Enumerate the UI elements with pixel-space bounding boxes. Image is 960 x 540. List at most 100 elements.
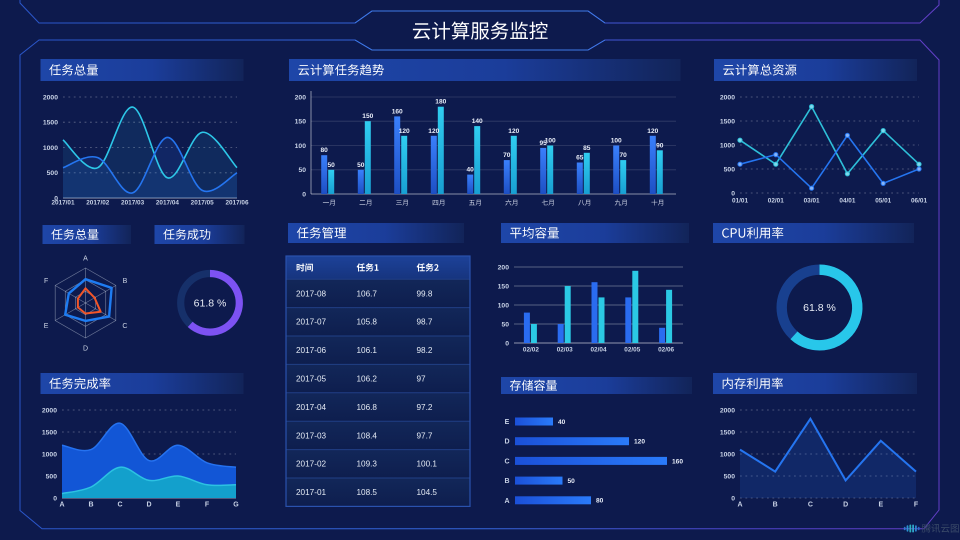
svg-text:150: 150	[362, 113, 373, 120]
svg-text:2017/03: 2017/03	[121, 200, 145, 207]
svg-text:104.5: 104.5	[417, 488, 438, 497]
svg-text:F: F	[914, 502, 919, 509]
svg-text:0: 0	[731, 495, 735, 502]
svg-text:500: 500	[46, 473, 58, 480]
svg-text:03/01: 03/01	[804, 198, 820, 205]
svg-text:97.7: 97.7	[417, 431, 433, 440]
svg-text:2017-07: 2017-07	[296, 318, 326, 327]
svg-text:70: 70	[620, 152, 628, 159]
svg-text:200: 200	[295, 94, 307, 101]
svg-text:1000: 1000	[720, 142, 735, 149]
svg-text:E: E	[44, 323, 49, 330]
svg-text:02/04: 02/04	[591, 347, 607, 354]
svg-text:120: 120	[647, 128, 658, 135]
svg-text:61.8 %: 61.8 %	[803, 302, 836, 314]
svg-text:2017/02: 2017/02	[86, 200, 110, 207]
svg-text:C: C	[122, 323, 127, 330]
svg-text:95: 95	[540, 140, 548, 147]
svg-text:D: D	[843, 502, 848, 509]
svg-text:2017-04: 2017-04	[296, 403, 326, 412]
svg-text:97: 97	[417, 375, 427, 384]
svg-text:150: 150	[295, 119, 307, 126]
svg-text:1500: 1500	[43, 120, 58, 127]
svg-text:D: D	[83, 345, 88, 352]
svg-text:50: 50	[501, 321, 509, 328]
svg-text:1000: 1000	[42, 451, 57, 458]
svg-text:G: G	[233, 502, 239, 509]
svg-text:02/03: 02/03	[557, 347, 573, 354]
svg-text:F: F	[44, 278, 48, 285]
svg-text:1500: 1500	[42, 429, 57, 436]
svg-text:1500: 1500	[720, 118, 735, 125]
svg-text:A: A	[59, 502, 64, 509]
svg-text:180: 180	[435, 99, 446, 106]
svg-text:500: 500	[724, 473, 736, 480]
svg-text:120: 120	[508, 128, 519, 135]
svg-text:106.8: 106.8	[357, 403, 378, 412]
svg-text:02/02: 02/02	[523, 347, 539, 354]
svg-text:70: 70	[503, 152, 511, 159]
svg-text:108.4: 108.4	[357, 431, 378, 440]
svg-text:120: 120	[634, 439, 645, 446]
svg-text:100: 100	[545, 138, 556, 145]
svg-text:100: 100	[498, 302, 510, 309]
svg-text:120: 120	[399, 128, 410, 135]
svg-text:06/01: 06/01	[911, 198, 927, 205]
svg-text:01/01: 01/01	[732, 198, 748, 205]
svg-text:E: E	[176, 502, 181, 509]
svg-text:100.1: 100.1	[417, 460, 438, 469]
svg-text:04/01: 04/01	[839, 198, 855, 205]
svg-text:2017-06: 2017-06	[296, 346, 326, 355]
svg-text:65: 65	[576, 155, 584, 162]
svg-text:02/06: 02/06	[658, 347, 674, 354]
svg-text:0: 0	[505, 340, 509, 347]
svg-text:0: 0	[731, 190, 735, 197]
svg-text:150: 150	[498, 283, 510, 290]
svg-text:500: 500	[724, 166, 736, 173]
svg-text:2017-03: 2017-03	[296, 431, 326, 440]
svg-text:B: B	[773, 502, 778, 509]
svg-text:C: C	[117, 502, 122, 509]
svg-text:2000: 2000	[720, 94, 735, 101]
svg-text:2017-05: 2017-05	[296, 375, 326, 384]
svg-text:160: 160	[672, 458, 683, 465]
svg-text:02/01: 02/01	[768, 198, 784, 205]
svg-text:97.2: 97.2	[417, 403, 433, 412]
svg-text:106.7: 106.7	[357, 289, 378, 298]
svg-text:E: E	[878, 502, 883, 509]
svg-text:500: 500	[47, 170, 59, 177]
svg-text:1000: 1000	[720, 451, 735, 458]
svg-text:02/05: 02/05	[624, 347, 640, 354]
svg-text:C: C	[504, 458, 509, 465]
svg-text:B: B	[88, 502, 93, 509]
svg-text:05/01: 05/01	[875, 198, 891, 205]
svg-text:50: 50	[357, 162, 365, 169]
svg-text:B: B	[123, 278, 128, 285]
svg-text:1000: 1000	[43, 145, 58, 152]
svg-text:106.1: 106.1	[357, 346, 378, 355]
svg-text:80: 80	[321, 147, 329, 154]
svg-text:2000: 2000	[42, 407, 57, 414]
svg-text:0: 0	[302, 191, 306, 198]
svg-text:160: 160	[392, 108, 403, 115]
svg-text:85: 85	[583, 145, 591, 152]
svg-text:140: 140	[472, 118, 483, 125]
svg-text:D: D	[504, 439, 509, 446]
svg-text:2000: 2000	[43, 94, 58, 101]
svg-text:2017-02: 2017-02	[296, 460, 326, 469]
svg-text:C: C	[808, 502, 813, 509]
svg-text:2017/04: 2017/04	[156, 200, 180, 207]
svg-text:E: E	[505, 419, 510, 426]
svg-text:50: 50	[298, 167, 306, 174]
svg-text:99.8: 99.8	[417, 289, 433, 298]
svg-text:B: B	[504, 478, 509, 485]
svg-text:100: 100	[295, 143, 307, 150]
svg-text:50: 50	[568, 478, 576, 485]
svg-text:2000: 2000	[720, 407, 735, 414]
svg-text:98.7: 98.7	[417, 318, 433, 327]
svg-text:2017/05: 2017/05	[191, 200, 215, 207]
svg-text:108.5: 108.5	[357, 488, 378, 497]
svg-text:61.8 %: 61.8 %	[194, 298, 227, 310]
svg-text:A: A	[737, 502, 742, 509]
svg-text:2017-01: 2017-01	[296, 488, 326, 497]
